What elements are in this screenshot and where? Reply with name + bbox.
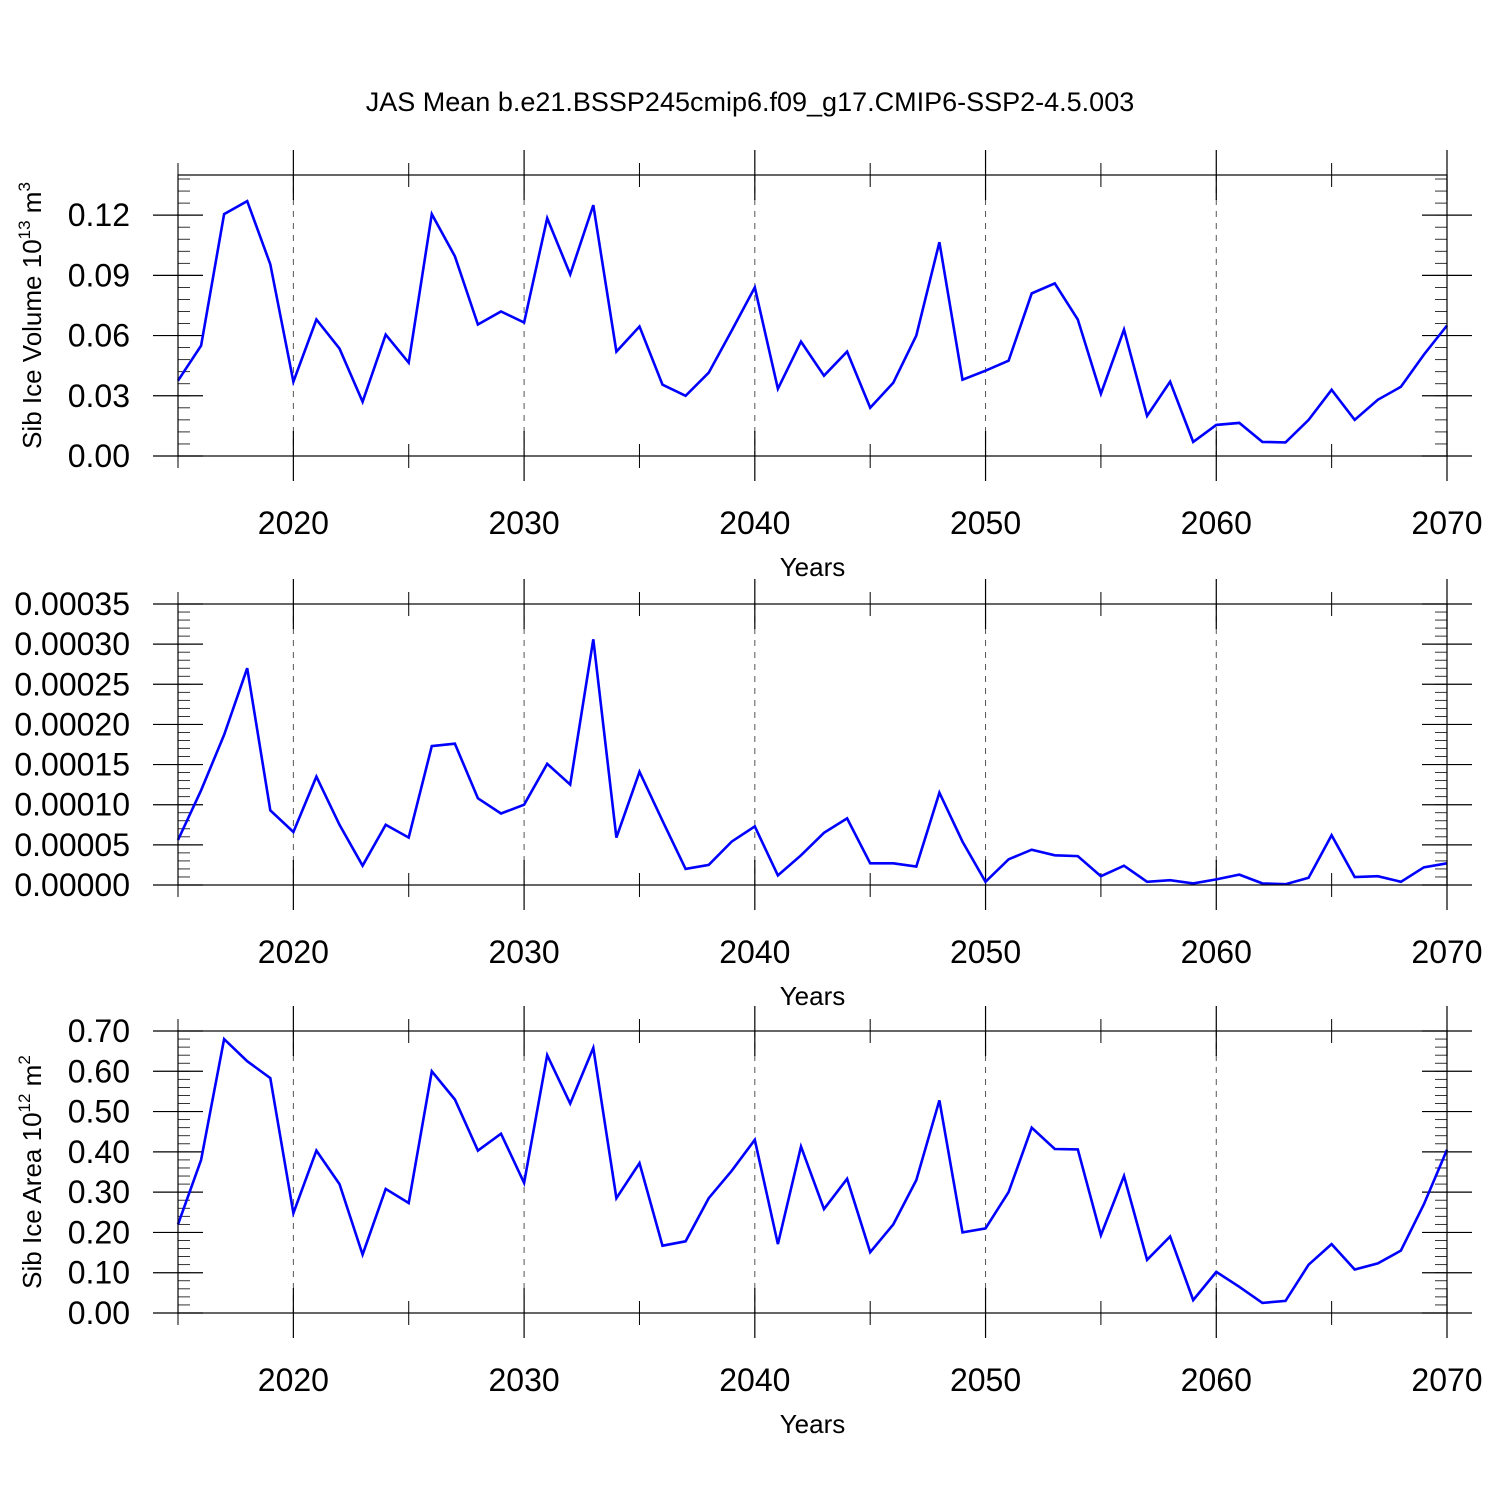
ice-area-x-axis-title: Years xyxy=(780,1409,846,1439)
y-tick-label: 0.09 xyxy=(68,257,130,293)
x-tick-label: 2030 xyxy=(488,934,559,970)
y-tick-label: 0.12 xyxy=(68,197,130,233)
x-tick-label: 2070 xyxy=(1411,1362,1482,1398)
chart-title: JAS Mean b.e21.BSSP245cmip6.f09_g17.CMIP… xyxy=(366,87,1134,117)
x-tick-label: 2060 xyxy=(1181,505,1252,541)
y-tick-label: 0.00005 xyxy=(14,827,130,863)
y-tick-label: 0.40 xyxy=(68,1134,130,1170)
y-tick-label: 0.20 xyxy=(68,1214,130,1250)
x-tick-label: 2030 xyxy=(488,505,559,541)
y-tick-label: 0.10 xyxy=(68,1255,130,1291)
y-tick-label: 0.06 xyxy=(68,318,130,354)
x-tick-label: 2050 xyxy=(950,505,1021,541)
y-tick-label: 0.00030 xyxy=(14,626,130,662)
panel-ice-thickness: 2020 2030 2040 2050 2060 2070 0.00000 0.00005 0.… xyxy=(14,579,1483,1011)
ice-thickness-x-axis-title: Years xyxy=(780,981,846,1011)
y-tick-label: 0.60 xyxy=(68,1053,130,1089)
ice-volume-x-axis-title: Years xyxy=(780,552,846,582)
x-tick-label: 2050 xyxy=(950,1362,1021,1398)
x-tick-label: 2070 xyxy=(1411,505,1482,541)
y-tick-label: 0.00 xyxy=(68,438,130,474)
x-tick-label: 2060 xyxy=(1181,934,1252,970)
ice-area-series-line xyxy=(176,1036,1449,1305)
x-tick-label: 2060 xyxy=(1181,1362,1252,1398)
x-tick-label: 2050 xyxy=(950,934,1021,970)
panel-ice-area: 2020 2030 2040 2050 2060 2070 0.00 0.10 0.20 0.30… xyxy=(15,1006,1483,1439)
y-tick-label: 0.00015 xyxy=(14,747,130,783)
y-tick-label: 0.00020 xyxy=(14,706,130,742)
y-tick-label: 0.00000 xyxy=(14,867,130,903)
y-tick-label: 0.50 xyxy=(68,1094,130,1130)
y-tick-label: 0.00025 xyxy=(14,666,130,702)
x-tick-label: 2020 xyxy=(258,934,329,970)
y-tick-label: 0.70 xyxy=(68,1013,130,1049)
ice-thickness-series-line xyxy=(176,639,1448,886)
ice-area-plot-frame xyxy=(177,1030,1448,1314)
y-tick-label: 0.00035 xyxy=(14,586,130,622)
y-tick-label: 0.30 xyxy=(68,1174,130,1210)
y-tick-label: 0.03 xyxy=(68,378,130,414)
x-tick-label: 2040 xyxy=(719,934,790,970)
ice-volume-series-line xyxy=(176,199,1449,444)
x-tick-label: 2020 xyxy=(258,1362,329,1398)
ice-volume-plot-frame xyxy=(177,174,1448,457)
panel-ice-volume: 2020 2030 2040 2050 2060 2070 0.00 0.03 0.06 0.09… xyxy=(15,150,1483,582)
ice-volume-y-axis-title: Sib Ice Volume 1013 m3 xyxy=(15,182,47,449)
y-tick-label: 0.00010 xyxy=(14,787,130,823)
x-tick-label: 2030 xyxy=(488,1362,559,1398)
ice-thickness-plot-frame xyxy=(177,603,1448,886)
x-tick-label: 2040 xyxy=(719,1362,790,1398)
x-tick-label: 2070 xyxy=(1411,934,1482,970)
y-tick-label: 0.00 xyxy=(68,1295,130,1331)
x-tick-label: 2040 xyxy=(719,505,790,541)
ice-area-y-axis-title: Sib Ice Area 1012 m2 xyxy=(15,1055,47,1289)
x-tick-label: 2020 xyxy=(258,505,329,541)
